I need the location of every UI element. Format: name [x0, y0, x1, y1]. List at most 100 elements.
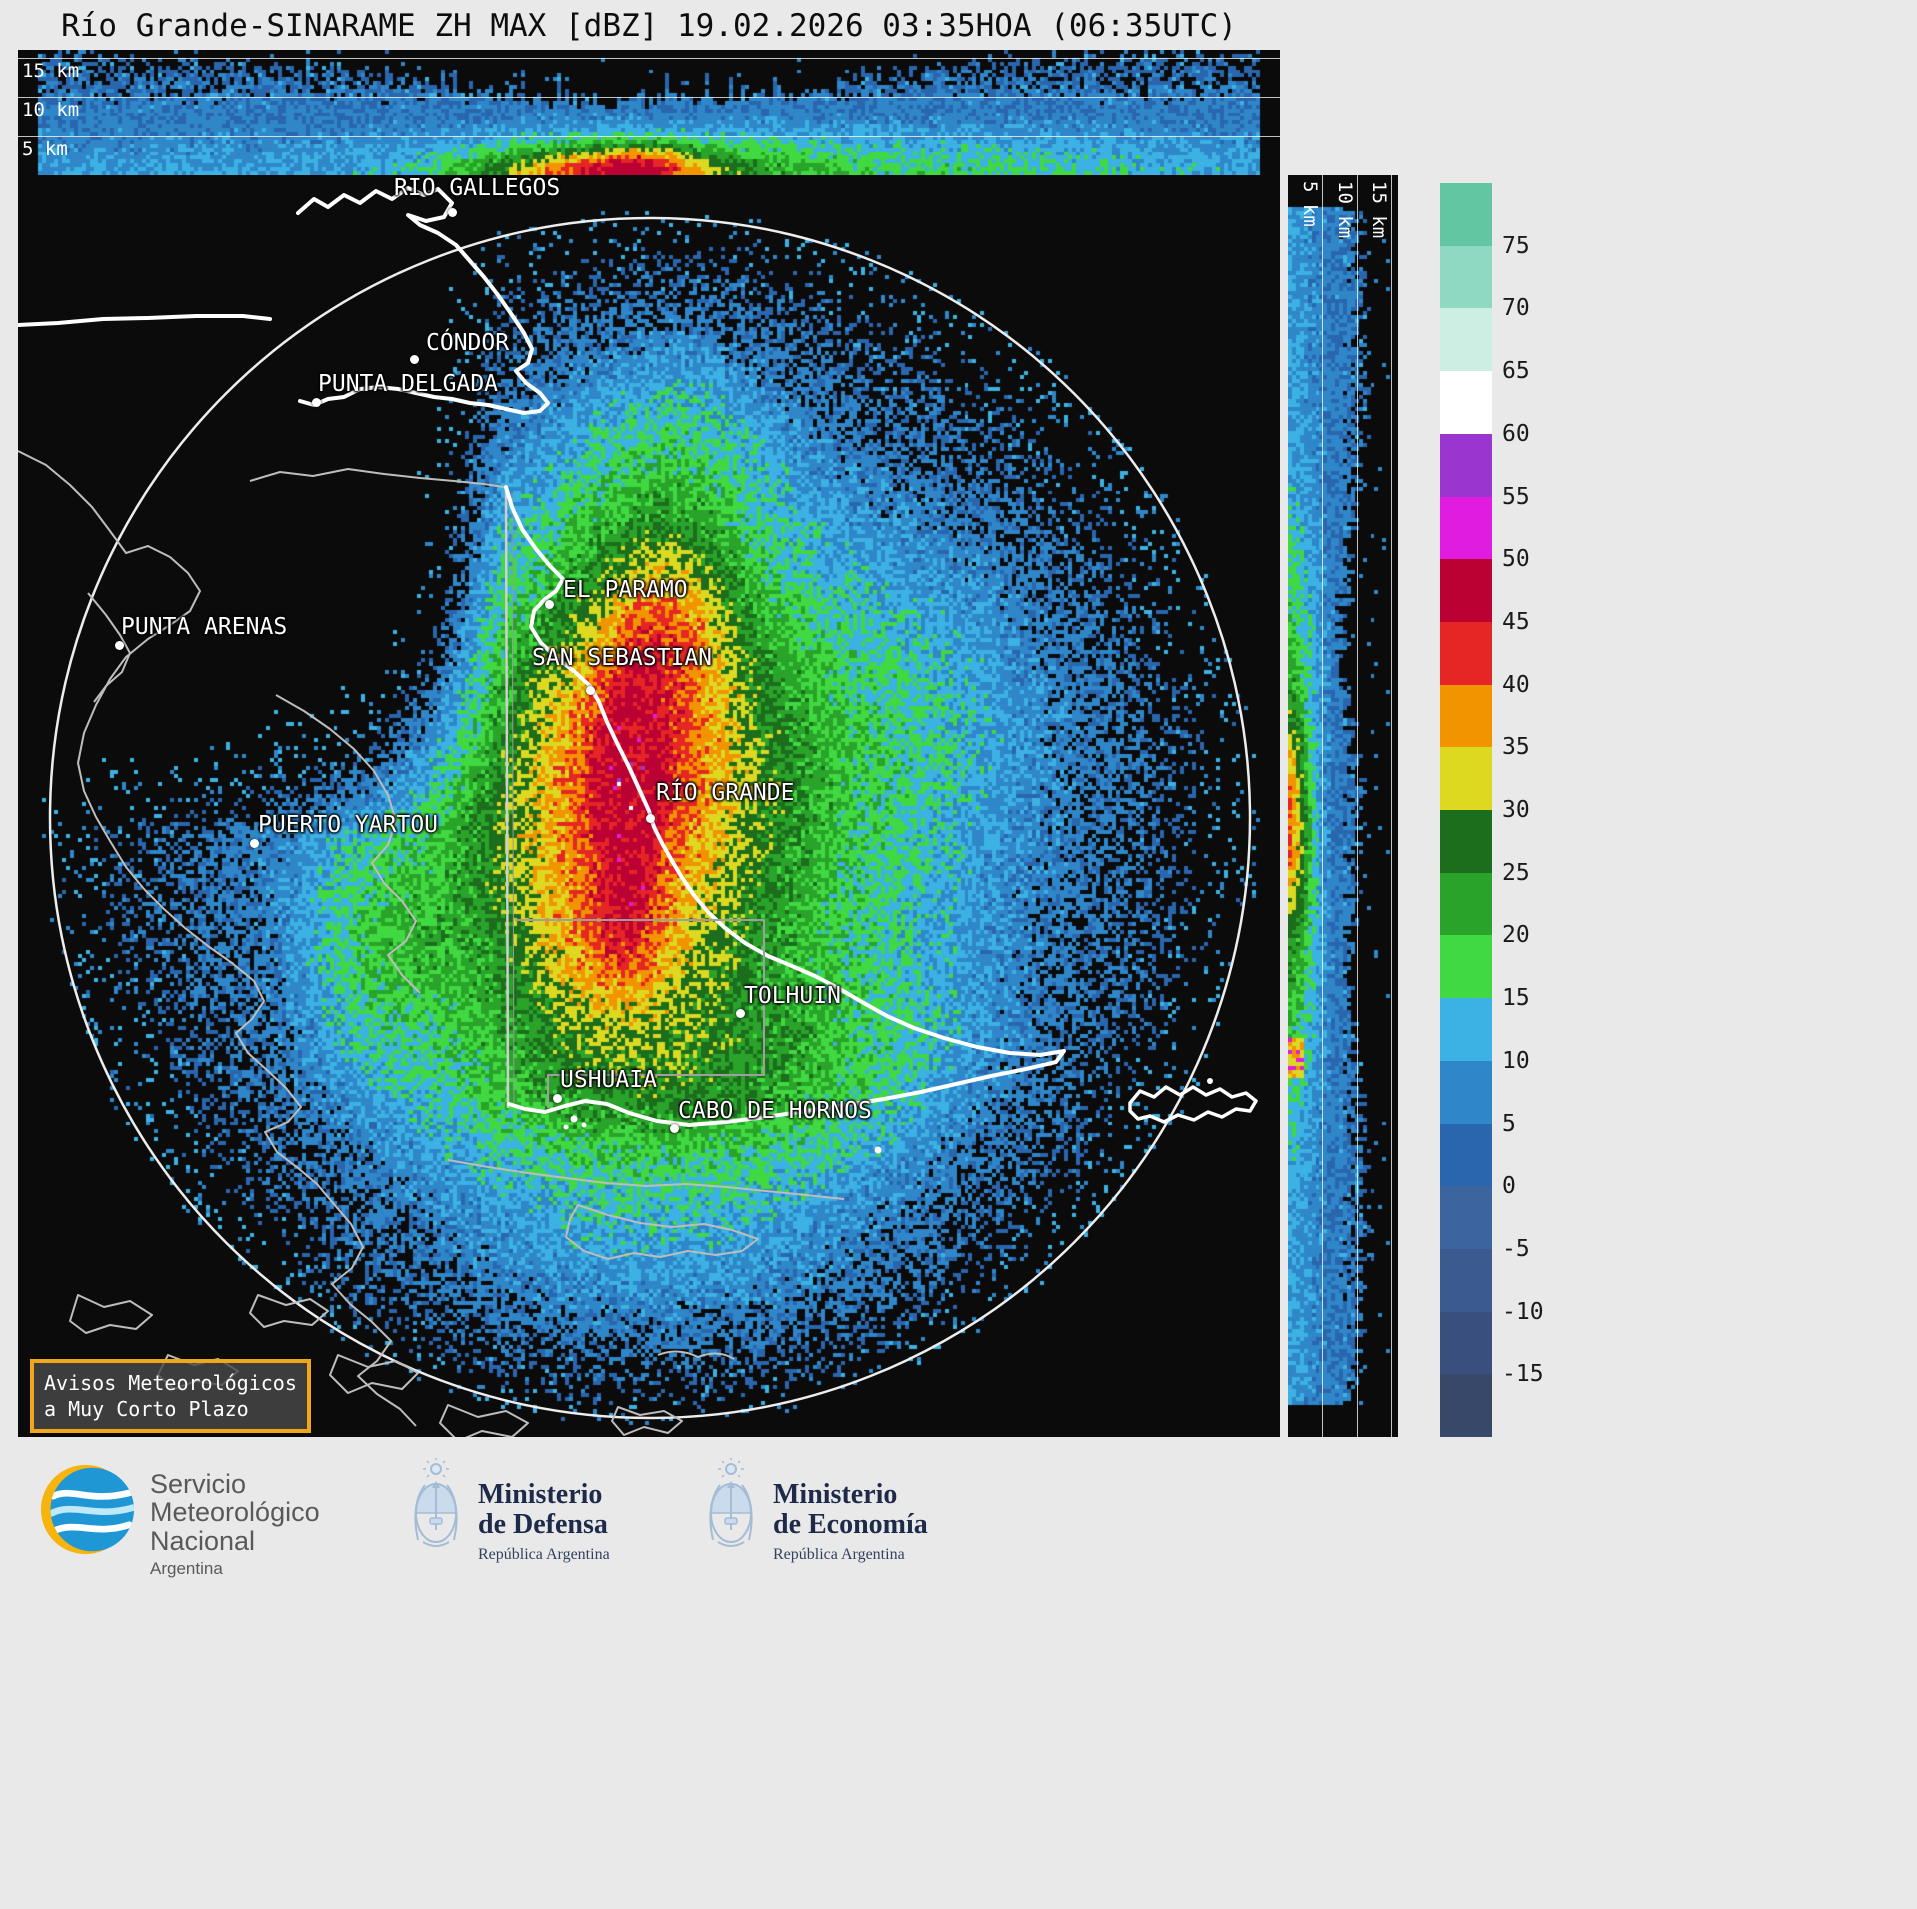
colorbar-segment: [1440, 1060, 1492, 1124]
smn-line-3: Nacional: [150, 1525, 256, 1556]
city-label: USHUAIA: [560, 1067, 657, 1093]
city-label: CÓNDOR: [426, 330, 510, 356]
ministry-economia: Ministerio de Economía República Argenti…: [773, 1480, 928, 1564]
radar-echo-canvas: [18, 175, 1280, 1437]
coastline-white: [18, 186, 1258, 1154]
colorbar-segment: [1440, 621, 1492, 685]
city-dot: [545, 600, 554, 609]
city-label: TOLHUIN: [744, 983, 841, 1009]
colorbar-tick: 55: [1502, 483, 1530, 510]
top-height-profile-panel: 15 km 10 km 5 km: [18, 50, 1280, 175]
city-dot: [448, 208, 457, 217]
right-profile-canvas: [1288, 175, 1398, 1437]
right-height-profile-panel: 5 km 10 km 15 km: [1288, 175, 1398, 1437]
city-label: SAN SEBASTIAN: [532, 645, 713, 671]
city-dot: [670, 1124, 679, 1133]
colorbar-tick: 5: [1502, 1110, 1516, 1137]
city-label: PUERTO YARTOU: [258, 812, 439, 838]
reflectivity-colorbar: 75 70 65 60 55 50 45 40 35 30 25 20 15 10 5 0 -5 -10 -15: [1440, 183, 1544, 1438]
smn-line-2: Meteorológico: [150, 1497, 320, 1528]
axis-label-5km-v: 5 km: [1299, 181, 1321, 227]
defensa-line-2: de Defensa: [478, 1508, 608, 1540]
city-dot: [250, 839, 259, 848]
city-label: CABO DE HORNOS: [678, 1098, 872, 1124]
city-label: PUNTA DELGADA: [318, 371, 499, 397]
defensa-line-1: Ministerio: [478, 1479, 603, 1510]
economia-line-2: de Economía: [773, 1508, 928, 1540]
smn-line-1: Servicio: [150, 1469, 247, 1499]
coat-of-arms-defensa: [414, 1458, 458, 1547]
product-title: Río Grande-SINARAME ZH MAX [dBZ] 19.02.2…: [61, 8, 1237, 44]
colorbar-segment: [1440, 1186, 1492, 1249]
colorbar-tick: 50: [1502, 546, 1530, 573]
map-overlay: [18, 186, 1258, 1437]
colorbar-segment: [1440, 245, 1492, 309]
colorbar-segment: [1440, 872, 1492, 936]
colorbar-tick: 45: [1502, 608, 1530, 635]
coat-of-arms-economia: [709, 1458, 753, 1547]
colorbar-segment: [1440, 1374, 1492, 1438]
city-label: RÍO GRANDE: [656, 780, 795, 806]
colorbar-segment: [1440, 183, 1492, 246]
colorbar-tick: 35: [1502, 734, 1530, 761]
axis-label-15km: 15 km: [22, 60, 80, 82]
warning-banner[interactable]: Avisos Meteorológicos a Muy Corto Plazo: [30, 1359, 311, 1433]
colorbar-segment: [1440, 559, 1492, 622]
colorbar-tick: 40: [1502, 671, 1530, 698]
smn-country: Argentina: [150, 1559, 223, 1579]
colorbar-tick: 15: [1502, 985, 1530, 1012]
colorbar-tick: 0: [1502, 1173, 1516, 1200]
axis-label-10km: 10 km: [22, 99, 80, 121]
colorbar-tick: 75: [1502, 232, 1530, 259]
city-dot: [115, 641, 124, 650]
colorbar-tick: -5: [1502, 1235, 1530, 1262]
colorbar-segment: [1440, 496, 1492, 560]
smn-logo: [40, 1464, 135, 1555]
colorbar-tick: 30: [1502, 797, 1530, 823]
axis-label-10km-v: 10 km: [1334, 181, 1356, 239]
colorbar-tick: 25: [1502, 859, 1530, 886]
height-line-15km-v: [1391, 175, 1392, 1437]
city-dot: [736, 1009, 745, 1018]
warning-line-1: Avisos Meteorológicos: [44, 1371, 297, 1395]
city-dot: [553, 1094, 562, 1103]
top-profile-canvas: [18, 50, 1280, 175]
height-line-5km-v: [1322, 175, 1323, 1437]
colorbar-tick: -15: [1502, 1361, 1544, 1388]
colorbar-segment: [1440, 308, 1492, 372]
city-dot: [586, 686, 595, 695]
city-dot: [646, 814, 655, 823]
axis-label-5km: 5 km: [22, 138, 68, 160]
colorbar-segment: [1440, 1248, 1492, 1312]
ministry-defensa: Ministerio de Defensa República Argentin…: [478, 1480, 610, 1564]
city-label: PUNTA ARENAS: [121, 614, 288, 640]
smn-wordmark: Servicio Meteorológico Nacional Argentin…: [150, 1470, 320, 1578]
colorbar-segment: [1440, 935, 1492, 999]
height-line-5km: [18, 136, 1280, 137]
colorbar-segment: [1440, 684, 1492, 748]
city-label: RIO GALLEGOS: [394, 175, 561, 201]
defensa-sub: República Argentina: [478, 1545, 610, 1563]
city-dot: [312, 398, 321, 407]
colorbar-tick: 20: [1502, 922, 1530, 949]
colorbar-tick: 70: [1502, 295, 1530, 322]
colorbar-segment: [1440, 810, 1492, 873]
colorbar-tick: 60: [1502, 420, 1530, 447]
range-circle: [48, 216, 1252, 1420]
colorbar-tick: 10: [1502, 1047, 1530, 1074]
height-line-15km: [18, 58, 1280, 59]
axis-label-15km-v: 15 km: [1368, 181, 1390, 239]
colorbar-segment: [1440, 433, 1492, 497]
economia-sub: República Argentina: [773, 1545, 905, 1563]
colorbar-tick: -10: [1502, 1298, 1544, 1325]
colorbar-segment: [1440, 998, 1492, 1061]
city-dot: [410, 355, 419, 364]
height-line-10km-v: [1357, 175, 1358, 1437]
border-line: [504, 486, 515, 1109]
coastline-gray: [18, 450, 845, 1437]
economia-line-1: Ministerio: [773, 1479, 898, 1510]
colorbar-segment: [1440, 747, 1492, 811]
city-label: EL PARAMO: [563, 577, 688, 603]
colorbar-segment: [1440, 371, 1492, 434]
